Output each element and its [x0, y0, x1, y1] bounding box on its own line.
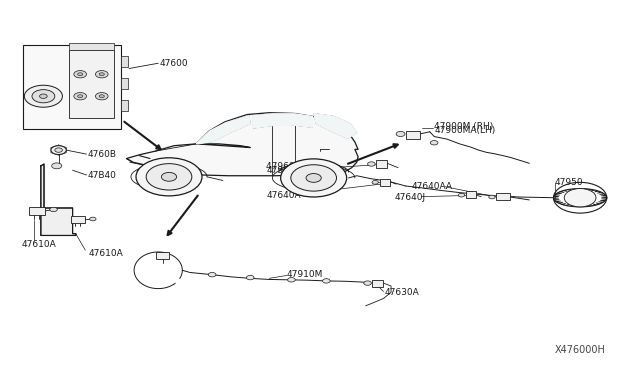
Circle shape: [95, 71, 108, 78]
Text: 47910M: 47910M: [287, 270, 323, 279]
Circle shape: [50, 207, 58, 212]
Bar: [156, 252, 169, 259]
Text: X476000H: X476000H: [555, 345, 605, 355]
Bar: [29, 206, 45, 215]
Circle shape: [458, 193, 465, 197]
Circle shape: [291, 165, 337, 191]
Circle shape: [99, 73, 104, 76]
Circle shape: [372, 180, 378, 184]
Text: 47610A: 47610A: [88, 249, 123, 258]
Bar: [121, 100, 129, 111]
Circle shape: [209, 272, 216, 277]
Circle shape: [246, 275, 254, 280]
Bar: [380, 179, 390, 186]
FancyBboxPatch shape: [68, 51, 115, 118]
Circle shape: [52, 163, 62, 169]
Circle shape: [281, 159, 347, 197]
Circle shape: [564, 189, 596, 207]
Circle shape: [367, 162, 375, 166]
Text: 47B40: 47B40: [88, 170, 116, 180]
Circle shape: [99, 95, 104, 98]
Circle shape: [323, 279, 330, 283]
Bar: [406, 131, 420, 139]
Circle shape: [55, 148, 63, 152]
Circle shape: [306, 174, 321, 182]
Text: 47610A: 47610A: [22, 240, 56, 249]
Polygon shape: [314, 113, 356, 138]
Circle shape: [430, 141, 438, 145]
Bar: [121, 78, 129, 89]
Circle shape: [136, 158, 202, 196]
Text: 47900M (RH): 47900M (RH): [434, 122, 493, 131]
Circle shape: [74, 93, 86, 100]
Circle shape: [77, 73, 83, 76]
Circle shape: [489, 195, 495, 199]
Bar: [68, 43, 115, 51]
Polygon shape: [196, 116, 250, 144]
Bar: [71, 216, 85, 223]
Bar: [372, 280, 383, 287]
Circle shape: [161, 173, 177, 181]
Text: 47600: 47600: [159, 59, 188, 68]
Text: 47640J: 47640J: [395, 193, 426, 202]
Polygon shape: [253, 114, 312, 128]
Circle shape: [77, 95, 83, 98]
Text: 47960+A(LH): 47960+A(LH): [266, 167, 327, 176]
Polygon shape: [41, 164, 76, 235]
Text: 47960  (RH): 47960 (RH): [266, 162, 321, 171]
Text: 47900MA(LH): 47900MA(LH): [434, 126, 495, 135]
Text: 47630A: 47630A: [385, 288, 419, 297]
Text: 47640A: 47640A: [266, 191, 301, 200]
Bar: [121, 56, 129, 67]
Bar: [497, 193, 510, 200]
Polygon shape: [127, 113, 358, 176]
Circle shape: [90, 217, 96, 221]
Circle shape: [40, 94, 47, 99]
FancyBboxPatch shape: [23, 45, 122, 129]
Circle shape: [51, 146, 66, 154]
Text: 47640AA: 47640AA: [412, 182, 453, 190]
Bar: [376, 160, 387, 168]
Text: 47950: 47950: [555, 178, 584, 187]
Circle shape: [95, 93, 108, 100]
Circle shape: [396, 131, 405, 137]
Bar: [466, 192, 476, 198]
Circle shape: [287, 278, 295, 282]
Circle shape: [146, 164, 192, 190]
Circle shape: [24, 85, 63, 107]
Text: 4760B: 4760B: [88, 150, 116, 158]
Circle shape: [32, 90, 55, 103]
Circle shape: [364, 281, 371, 285]
Circle shape: [74, 71, 86, 78]
